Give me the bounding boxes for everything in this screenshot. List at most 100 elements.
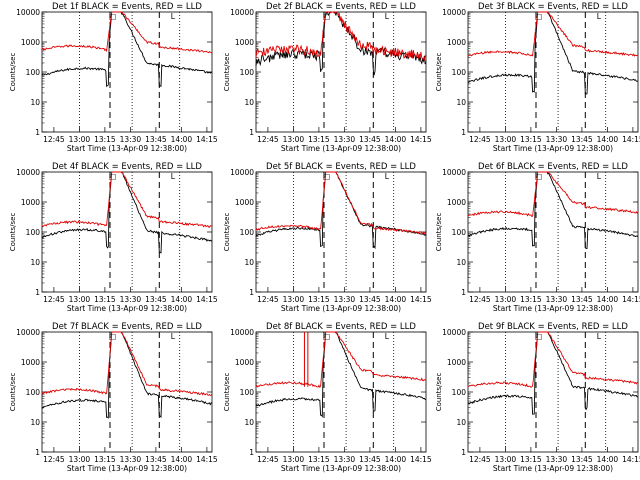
panel-title: Det 8f BLACK = Events, RED = LLD — [266, 322, 416, 332]
plot-frame — [255, 331, 427, 453]
plot-frame — [255, 11, 427, 133]
y-tick-label: 10 — [30, 418, 40, 427]
x-axis-label: Start Time (13-Apr-09 12:38:00) — [493, 304, 613, 313]
y-tick-label: 10 — [244, 258, 254, 267]
panel-title: Det 3f BLACK = Events, RED = LLD — [478, 2, 628, 12]
y-tick-label: 10000 — [442, 8, 466, 17]
x-tick-label: 13:00 — [283, 135, 305, 144]
y-tick-label: 10000 — [230, 328, 254, 337]
end-marker: L — [597, 172, 602, 181]
x-tick-label: 14:00 — [385, 455, 407, 464]
y-axis-label: Counts/sec — [9, 53, 17, 92]
series-events-line — [255, 331, 427, 418]
flare-marker: □ — [323, 332, 330, 341]
x-tick-label: 14:15 — [622, 455, 640, 464]
x-tick-label: 12:45 — [43, 135, 65, 144]
series-lld-line — [468, 171, 639, 218]
y-tick-label: 1 — [461, 448, 466, 457]
x-axis-label: Start Time (13-Apr-09 12:38:00) — [493, 144, 613, 153]
x-tick-label: 13:15 — [94, 135, 116, 144]
series-lld-line — [41, 11, 213, 54]
series-lld-line — [468, 11, 638, 57]
x-tick-label: 14:15 — [196, 455, 218, 464]
x-tick-label: 13:00 — [69, 135, 91, 144]
x-tick-label: 14:00 — [171, 455, 193, 464]
x-tick-label: 13:15 — [308, 295, 330, 304]
x-tick-label: 13:15 — [520, 455, 542, 464]
x-tick-label: 14:00 — [597, 295, 619, 304]
end-marker: L — [171, 332, 176, 341]
x-tick-label: 13:45 — [145, 295, 167, 304]
y-tick-label: 10 — [456, 258, 466, 267]
y-tick-label: 100 — [26, 68, 41, 77]
panel-det-5: Det 5f BLACK = Events, RED = LLD 1 10 100 10… — [223, 162, 432, 313]
x-tick-label: 13:30 — [334, 455, 356, 464]
x-tick-label: 13:30 — [546, 295, 568, 304]
x-tick-label: 13:15 — [520, 135, 542, 144]
x-tick-label: 13:30 — [120, 135, 142, 144]
x-tick-label: 13:45 — [571, 295, 593, 304]
x-tick-label: 13:30 — [546, 455, 568, 464]
x-tick-label: 13:30 — [120, 455, 142, 464]
series-lld-line — [41, 171, 213, 228]
end-marker: L — [597, 12, 602, 21]
x-tick-label: 13:30 — [334, 295, 356, 304]
x-tick-label: 13:45 — [571, 135, 593, 144]
x-tick-label: 14:15 — [196, 295, 218, 304]
x-axis-label: Start Time (13-Apr-09 12:38:00) — [281, 464, 401, 473]
x-tick-label: 13:15 — [308, 455, 330, 464]
flare-marker: □ — [323, 172, 330, 181]
end-marker: L — [171, 12, 176, 21]
y-tick-label: 1000 — [21, 38, 40, 47]
panel-title: Det 7f BLACK = Events, RED = LLD — [52, 322, 202, 332]
panel-det-4: Det 4f BLACK = Events, RED = LLD 1 10 100 10… — [9, 162, 218, 313]
x-tick-label: 14:00 — [385, 135, 407, 144]
y-tick-label: 1000 — [235, 198, 254, 207]
end-marker: L — [385, 12, 390, 21]
x-tick-label: 13:00 — [495, 455, 517, 464]
x-tick-label: 13:00 — [283, 455, 305, 464]
panel-det-3: Det 3f BLACK = Events, RED = LLD 1 10 100 10… — [435, 2, 640, 153]
flare-marker: □ — [323, 12, 330, 21]
x-tick-label: 12:45 — [257, 295, 279, 304]
panel-det-9: Det 9f BLACK = Events, RED = LLD 1 10 100 10… — [435, 322, 640, 473]
y-tick-label: 10000 — [230, 8, 254, 17]
series-lld-line — [255, 171, 427, 235]
flare-marker: □ — [109, 332, 116, 341]
x-axis-label: Start Time (13-Apr-09 12:38:00) — [281, 304, 401, 313]
panel-title: Det 2f BLACK = Events, RED = LLD — [266, 2, 416, 12]
x-tick-label: 12:45 — [469, 135, 491, 144]
series-lld-line — [467, 331, 639, 388]
series-events-line — [467, 171, 639, 250]
y-axis-label: Counts/sec — [435, 373, 443, 412]
y-tick-label: 100 — [240, 68, 255, 77]
flare-marker: □ — [535, 332, 542, 341]
x-tick-label: 13:45 — [359, 455, 381, 464]
panel-det-8: Det 8f BLACK = Events, RED = LLD 1 10 100 10… — [223, 322, 432, 473]
y-tick-label: 10000 — [230, 168, 254, 177]
y-tick-label: 1 — [461, 288, 466, 297]
x-tick-label: 14:00 — [597, 455, 619, 464]
y-tick-label: 100 — [240, 228, 255, 237]
y-axis-label: Counts/sec — [223, 213, 231, 252]
plot-frame — [467, 11, 639, 133]
y-tick-label: 10000 — [442, 328, 466, 337]
series-events-line — [467, 11, 639, 95]
x-tick-label: 13:45 — [359, 295, 381, 304]
end-marker: L — [171, 172, 176, 181]
y-tick-label: 10000 — [442, 168, 466, 177]
y-axis-label: Counts/sec — [9, 213, 17, 252]
y-tick-label: 10 — [30, 98, 40, 107]
y-tick-label: 100 — [26, 388, 41, 397]
panel-det-7: Det 7f BLACK = Events, RED = LLD 1 10 100 10… — [9, 322, 218, 473]
x-tick-label: 13:00 — [495, 135, 517, 144]
x-tick-label: 12:45 — [43, 295, 65, 304]
y-tick-label: 1000 — [21, 358, 40, 367]
series-lld-line — [255, 331, 427, 389]
x-tick-label: 14:00 — [171, 295, 193, 304]
x-tick-label: 13:30 — [334, 135, 356, 144]
series-lld-line — [41, 331, 213, 396]
flare-marker: □ — [535, 172, 542, 181]
panel-title: Det 6f BLACK = Events, RED = LLD — [478, 162, 628, 172]
